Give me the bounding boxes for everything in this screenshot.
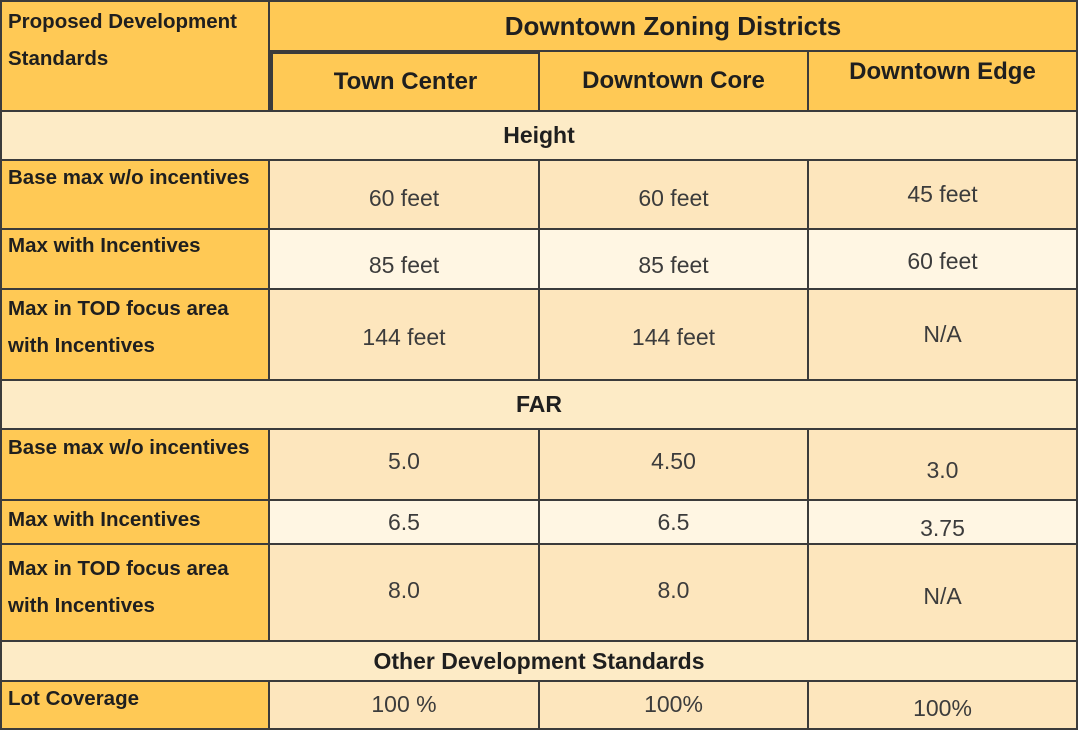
value-cell: 144 feet — [540, 290, 807, 379]
value-text: 100 % — [371, 690, 437, 717]
row-label: Base max w/o incentives — [2, 161, 268, 228]
value-text: N/A — [923, 583, 962, 609]
corner-header-label: Proposed Development Standards — [8, 10, 237, 70]
section-header-other-development-standards: Other Development Standards — [2, 642, 1076, 680]
value-cell: 5.0 — [270, 430, 538, 499]
column-header-downtown-core: Downtown Core — [540, 52, 807, 110]
value-cell: 60 feet — [809, 230, 1076, 288]
value-text: 144 feet — [631, 324, 716, 350]
value-text: 8.0 — [388, 577, 420, 603]
row-label: Max in TOD focus area with Incentives — [2, 290, 268, 379]
row-label-text: Base max w/o incentives — [8, 166, 250, 189]
value-text: 85 feet — [638, 251, 709, 278]
section-header-height: Height — [2, 112, 1076, 159]
section-title: Other Development Standards — [373, 647, 705, 674]
section-header-far: FAR — [2, 381, 1076, 428]
value-cell: 60 feet — [270, 161, 538, 228]
value-cell: 6.5 — [540, 501, 807, 543]
value-text: 85 feet — [368, 251, 440, 278]
value-text: 4.50 — [651, 448, 696, 474]
value-text: 45 feet — [907, 181, 978, 207]
value-cell: 3.0 — [809, 430, 1076, 499]
value-cell: N/A — [809, 545, 1076, 640]
value-text: 8.0 — [657, 577, 690, 603]
row-label: Lot Coverage — [2, 682, 268, 728]
value-cell: 85 feet — [270, 230, 538, 288]
row-label: Max in TOD focus area with Incentives — [2, 545, 268, 640]
column-header-label: Downtown Core — [582, 67, 765, 94]
value-cell: 100% — [809, 682, 1076, 728]
value-cell: 8.0 — [540, 545, 807, 640]
row-label-text: Max with Incentives — [8, 234, 201, 257]
row-label-text: Max in TOD focus area with Incentives — [8, 557, 229, 617]
section-title: Height — [503, 122, 575, 148]
value-cell: 60 feet — [540, 161, 807, 228]
value-text: 100% — [644, 690, 703, 717]
value-text: 60 feet — [907, 247, 978, 274]
value-cell: 100% — [540, 682, 807, 728]
value-cell: 45 feet — [809, 161, 1076, 228]
value-text: 60 feet — [368, 185, 440, 211]
value-cell: 4.50 — [540, 430, 807, 499]
row-label-text: Base max w/o incentives — [8, 436, 250, 459]
value-text: 144 feet — [362, 324, 446, 350]
column-header-label: Downtown Edge — [849, 58, 1036, 85]
row-label: Max with Incentives — [2, 501, 268, 543]
column-header-town-center: Town Center — [270, 52, 538, 110]
column-header-downtown-edge: Downtown Edge — [809, 52, 1076, 110]
value-cell: 8.0 — [270, 545, 538, 640]
value-text: 3.0 — [926, 457, 959, 483]
row-label-text: Max with Incentives — [8, 508, 201, 531]
corner-header-cell: Proposed Development Standards — [2, 2, 268, 110]
districts-header-cell: Downtown Zoning Districts — [270, 2, 1076, 50]
column-header-label: Town Center — [333, 68, 478, 95]
value-text: 5.0 — [388, 448, 420, 474]
value-text: N/A — [923, 321, 962, 347]
row-label-text: Lot Coverage — [8, 687, 139, 710]
row-label: Max with Incentives — [2, 230, 268, 288]
value-cell: 144 feet — [270, 290, 538, 379]
value-text: 100% — [913, 694, 972, 721]
value-text: 3.75 — [920, 514, 965, 541]
value-cell: 85 feet — [540, 230, 807, 288]
districts-header-label: Downtown Zoning Districts — [504, 10, 842, 41]
value-cell: 6.5 — [270, 501, 538, 543]
value-text: 6.5 — [388, 508, 420, 535]
value-text: 6.5 — [657, 508, 690, 535]
value-cell: N/A — [809, 290, 1076, 379]
row-label: Base max w/o incentives — [2, 430, 268, 499]
value-cell: 100 % — [270, 682, 538, 728]
value-cell: 3.75 — [809, 501, 1076, 543]
section-title: FAR — [516, 391, 562, 417]
row-label-text: Max in TOD focus area with Incentives — [8, 297, 229, 357]
value-text: 60 feet — [638, 185, 709, 211]
